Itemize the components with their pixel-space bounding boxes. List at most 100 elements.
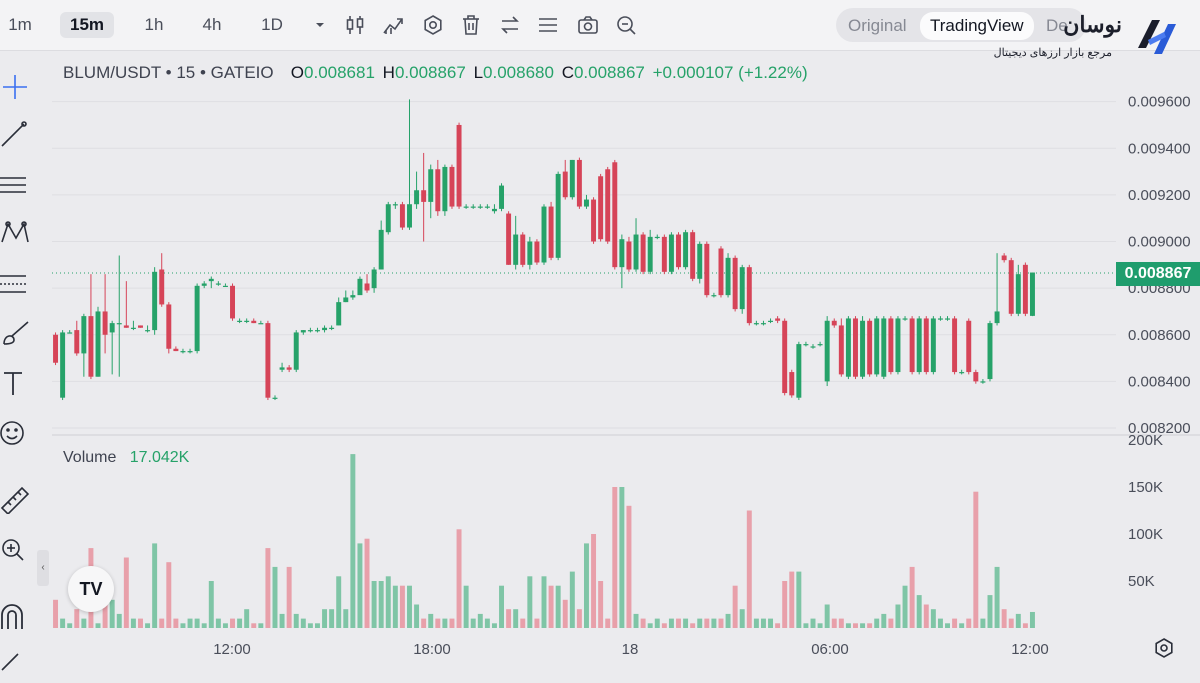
toggle-original[interactable]: Original (848, 16, 907, 35)
price-tick-label: 0.009400 (1128, 140, 1191, 157)
candle (654, 234, 660, 240)
toggle-depth[interactable]: De (1046, 16, 1068, 35)
brush-icon[interactable] (0, 318, 30, 348)
volume-bar (959, 623, 965, 628)
list-icon[interactable] (536, 13, 560, 37)
candle (1022, 262, 1028, 317)
volume-bar (661, 623, 667, 628)
toggle-tradingview[interactable]: TradingView (920, 12, 1034, 40)
reset-zoom-icon[interactable] (614, 13, 638, 37)
timeframe-1h[interactable]: 1h (144, 15, 164, 34)
volume-bar (633, 613, 639, 628)
timeframe-1d[interactable]: 1D (261, 15, 283, 34)
volume-bar (874, 618, 880, 628)
candle (690, 229, 696, 282)
volume-label[interactable]: Volume (63, 449, 117, 466)
volume-bar (902, 585, 908, 628)
magnet-icon[interactable] (0, 601, 30, 631)
volume-value: 17.042K (129, 449, 190, 466)
candle (683, 229, 689, 270)
fib-icon[interactable] (0, 268, 30, 298)
price-tick-label: 0.009600 (1128, 94, 1191, 111)
volume-bar (470, 618, 476, 628)
candle (860, 316, 866, 380)
indicators-icon[interactable] (381, 13, 405, 37)
volume-bar (491, 623, 497, 628)
candle (329, 325, 335, 331)
volume-bar (159, 618, 165, 628)
settings-gear-icon[interactable] (421, 13, 445, 37)
volume-bar (265, 548, 271, 628)
volume-bar (357, 543, 363, 628)
candle (314, 327, 320, 333)
price-tick-label: 0.008200 (1128, 420, 1191, 437)
volume-bar (888, 618, 894, 628)
candle (576, 157, 582, 209)
chart-settings-icon[interactable] (1152, 636, 1176, 660)
volume-bar (598, 581, 604, 628)
volume-bar (392, 585, 398, 628)
open-value: 0.008681 (304, 63, 375, 82)
time-tick-label: 12:00 (213, 641, 251, 658)
collapse-sidebar-button[interactable]: ‹ (37, 550, 49, 586)
volume-bar (923, 604, 929, 628)
volume-bar (414, 604, 420, 628)
candles-style-icon[interactable] (343, 13, 367, 37)
candle (952, 316, 958, 375)
candle (534, 239, 540, 265)
crosshair-icon[interactable] (0, 72, 30, 102)
candle (307, 327, 313, 333)
text-tool-icon[interactable] (0, 368, 30, 398)
symbol-label[interactable]: BLUM/USDT • 15 • GATEIO (63, 63, 274, 82)
timeframe-1m[interactable]: 1m (8, 15, 32, 34)
zoom-in-icon[interactable] (0, 535, 30, 565)
chevron-down-icon[interactable] (308, 13, 332, 37)
timeframe-4h[interactable]: 4h (202, 15, 222, 34)
candle (1029, 272, 1035, 317)
volume-bar (258, 623, 264, 628)
candle (569, 159, 575, 200)
volume-bar (838, 618, 844, 628)
candle (626, 236, 632, 272)
volume-bar (421, 618, 427, 628)
ruler-icon[interactable] (0, 484, 30, 516)
candle (605, 166, 611, 244)
volume-bar (1022, 623, 1028, 628)
trash-icon[interactable] (459, 13, 483, 37)
candle (428, 164, 434, 219)
volume-bar (399, 585, 405, 628)
candle (916, 316, 922, 375)
horizontal-lines-icon[interactable] (0, 170, 30, 200)
volume-bar (152, 543, 158, 628)
timeframe-15m[interactable]: 15m (60, 12, 114, 38)
candle (159, 253, 165, 307)
camera-icon[interactable] (576, 13, 600, 37)
candle (973, 369, 979, 384)
brand-logo (1124, 10, 1188, 62)
volume-bar (930, 609, 936, 628)
time-tick-label: 12:00 (1011, 641, 1049, 658)
candle (350, 290, 356, 300)
volume-bar (506, 609, 512, 628)
candle (768, 318, 774, 324)
pencil-icon[interactable] (0, 648, 30, 678)
volume-bar (138, 618, 143, 628)
volume-bar (187, 618, 193, 628)
tradingview-logo[interactable]: TV (68, 566, 114, 612)
volume-bar (215, 618, 221, 628)
compare-arrows-icon[interactable] (498, 13, 522, 37)
last-price-tag: 0.008867 (1116, 262, 1200, 286)
candle (130, 320, 136, 331)
candle (789, 369, 795, 398)
volume-bar (300, 618, 306, 628)
trendline-icon[interactable] (0, 120, 30, 150)
volume-bar (895, 604, 901, 628)
volume-bar (768, 618, 774, 628)
volume-bar (222, 623, 228, 628)
pattern-icon[interactable] (0, 218, 30, 248)
candle (725, 253, 731, 298)
brand-watermark: نوسان مرجع بازار ارزهای دیجیتال (994, 0, 1200, 70)
smiley-icon[interactable] (0, 418, 30, 448)
candle (251, 318, 257, 324)
change-value: +0.000107 (+1.22%) (652, 63, 808, 82)
